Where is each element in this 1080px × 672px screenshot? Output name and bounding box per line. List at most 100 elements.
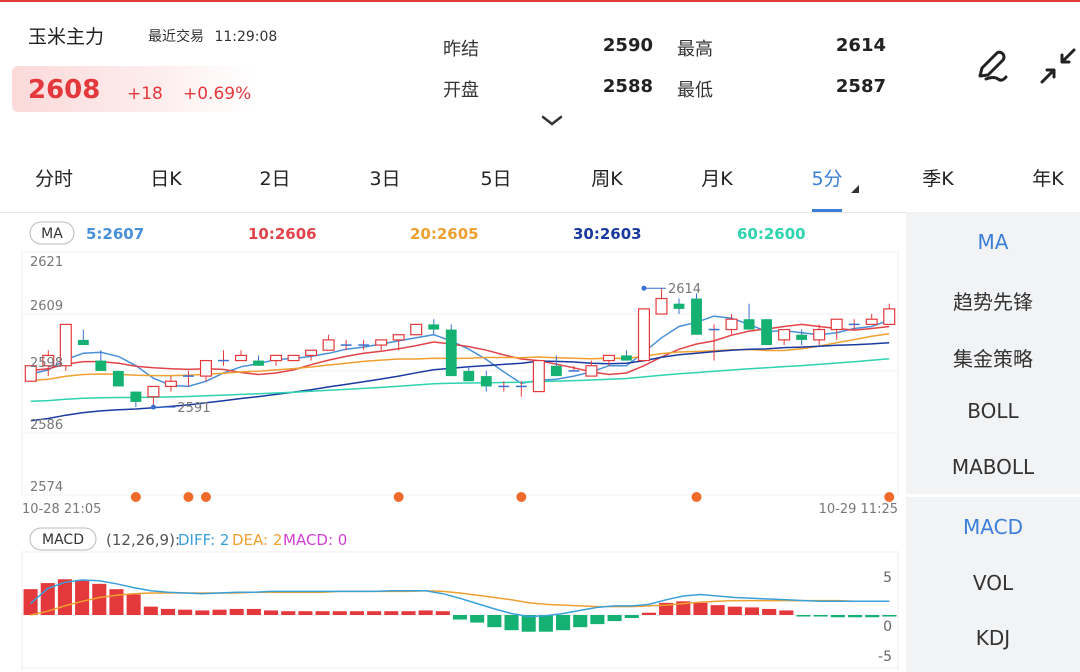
candle-body-up xyxy=(602,354,615,362)
candle-body-up xyxy=(655,297,668,315)
candle xyxy=(848,319,860,330)
candle xyxy=(95,350,107,371)
candle-body-up xyxy=(287,354,300,362)
macd-bar xyxy=(92,583,107,615)
tab-2day[interactable]: 2日 xyxy=(259,168,291,190)
macd-y-tick-label: 5 xyxy=(883,570,892,586)
macd-bar xyxy=(762,608,777,615)
tab-5day[interactable]: 5日 xyxy=(480,168,512,190)
kline-labels: 2621 2609 2598 2586 2574 10-28 21:05 10-29 11:… xyxy=(22,255,898,517)
candle-body-down xyxy=(673,303,685,309)
candle xyxy=(637,308,650,362)
active-tab-indicator xyxy=(812,209,842,212)
candle xyxy=(24,365,37,382)
macd-bar xyxy=(332,611,347,615)
event-marker xyxy=(884,492,895,502)
macd-bar xyxy=(109,589,124,615)
macd-bar xyxy=(710,605,725,615)
candle-body-down xyxy=(112,370,124,387)
macd-bar xyxy=(470,615,485,623)
ma60-line xyxy=(30,358,890,403)
candle-body-up xyxy=(24,365,37,382)
instrument-title: 玉米主力 xyxy=(28,26,105,48)
tab-yearly-k[interactable]: 年K xyxy=(1032,168,1064,190)
high-value: 2614 xyxy=(835,35,886,56)
x-axis-start-label: 10-28 21:05 xyxy=(22,502,101,517)
candle xyxy=(725,314,738,335)
candle xyxy=(112,370,124,387)
indicator-macd[interactable]: MACD xyxy=(963,515,1023,539)
candle-body-up xyxy=(375,339,388,346)
macd-bar xyxy=(349,611,364,615)
candle-body-down xyxy=(445,329,457,377)
event-marker xyxy=(200,492,211,502)
indicator-vol[interactable]: VOL xyxy=(972,571,1014,595)
candle-body-down xyxy=(480,376,492,387)
macd-bar xyxy=(538,615,553,632)
macd-bar xyxy=(246,608,261,615)
ma10-line xyxy=(30,323,890,376)
macd-bar xyxy=(315,611,330,615)
indicator-ma[interactable]: MA xyxy=(977,230,1009,254)
dropdown-corner-icon xyxy=(851,185,859,193)
candle xyxy=(585,360,598,377)
macd-bar xyxy=(143,606,158,615)
macd-indicator-badge-label: MACD xyxy=(42,532,84,548)
macd-bar xyxy=(882,615,897,617)
candle xyxy=(410,323,423,336)
tab-monthly-k[interactable]: 月K xyxy=(701,168,733,190)
macd-bar xyxy=(75,580,90,615)
macd-bar xyxy=(178,609,193,615)
macd-bar xyxy=(401,611,416,615)
macd-bar xyxy=(264,610,279,615)
chart-area[interactable]: 2621 2609 2598 2586 2574 10-28 21:05 10-29 11:… xyxy=(0,212,906,672)
indicator-kdj[interactable]: KDJ xyxy=(975,626,1011,650)
candle xyxy=(708,324,720,361)
candle-body-up xyxy=(270,354,283,362)
macd-bar xyxy=(830,615,845,618)
price-change: +18 xyxy=(127,84,163,104)
collapse-icon[interactable] xyxy=(1036,44,1080,88)
candle xyxy=(778,328,791,346)
y-axis-tick-label: 2574 xyxy=(30,480,63,495)
indicator-trend-pioneer[interactable]: 趋势先锋 xyxy=(953,290,1033,314)
candle xyxy=(234,350,248,362)
ma-indicator-badge xyxy=(29,221,75,245)
macd-bar xyxy=(607,615,622,622)
price-change-percent: +0.69% xyxy=(183,84,252,104)
candle xyxy=(813,324,826,346)
indicator-maboll[interactable]: MABOLL xyxy=(951,455,1035,479)
tab-minute[interactable]: 分时 xyxy=(34,168,73,190)
candle xyxy=(147,385,160,408)
candle xyxy=(673,298,685,315)
macd-bar xyxy=(641,612,656,615)
candle xyxy=(621,350,632,361)
open-value: 2588 xyxy=(602,76,653,97)
tab-5min[interactable]: 5分 xyxy=(811,168,843,190)
candle xyxy=(655,288,668,315)
indicator-fund-strategy[interactable]: 集金策略 xyxy=(953,347,1033,371)
candle xyxy=(532,359,545,393)
macd-bar xyxy=(504,615,519,631)
ma-lines xyxy=(30,315,890,422)
chevron-down-icon[interactable] xyxy=(539,112,565,128)
tab-daily-k[interactable]: 日K xyxy=(150,168,182,190)
prev-settle-label: 昨结 xyxy=(443,39,479,60)
candle-body-down xyxy=(761,319,773,346)
candle xyxy=(164,376,177,392)
indicator-boll[interactable]: BOLL xyxy=(967,399,1019,423)
event-marker xyxy=(516,492,527,502)
candle-body-up xyxy=(147,385,160,398)
candle xyxy=(322,334,335,351)
tab-3day[interactable]: 3日 xyxy=(369,168,401,190)
candle xyxy=(796,329,808,346)
tab-quarterly-k[interactable]: 季K xyxy=(922,168,954,190)
macd-legend-item: DEA: 2 xyxy=(232,531,282,549)
candle xyxy=(130,391,142,408)
macd-bar xyxy=(418,610,433,615)
tab-weekly-k[interactable]: 周K xyxy=(591,168,623,190)
macd-bar xyxy=(744,607,760,615)
candle xyxy=(480,370,492,392)
price-box xyxy=(12,66,257,112)
pen-icon[interactable] xyxy=(970,44,1014,88)
